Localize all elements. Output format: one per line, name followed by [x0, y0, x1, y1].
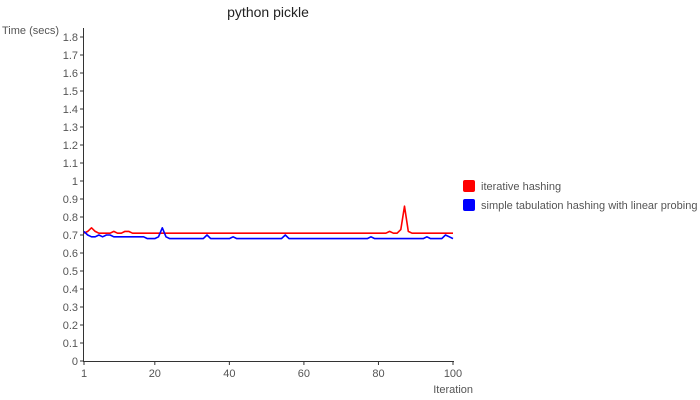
- legend-swatch-simple-tabulation-hashing: [463, 199, 475, 211]
- y-tick-label: 1.2: [63, 140, 78, 152]
- y-tick-label: 1: [72, 176, 78, 188]
- legend-item-iterative-hashing[interactable]: iterative hashing: [463, 180, 561, 193]
- x-tick-label: 40: [223, 368, 235, 380]
- series-line-0: [83, 205, 453, 234]
- y-tick-label: 0.6: [63, 248, 78, 260]
- x-tick-label: 60: [298, 368, 310, 380]
- y-tick-label: 0.9: [63, 194, 78, 206]
- legend-item-simple-tabulation-hashing[interactable]: simple tabulation hashing with linear pr…: [463, 199, 697, 212]
- legend: iterative hashing simple tabulation hash…: [463, 180, 697, 212]
- y-tick-label: 0.1: [63, 338, 78, 350]
- y-axis-title: Time (secs): [2, 25, 59, 37]
- series-lines: [83, 205, 454, 240]
- y-tick-label: 1.3: [63, 122, 78, 134]
- y-tick-label: 0: [72, 356, 78, 368]
- x-tick-label: 80: [372, 368, 384, 380]
- x-axis-title: Iteration: [433, 384, 473, 396]
- y-tick-label: 1.8: [63, 32, 78, 44]
- y-tick-label: 0.4: [63, 284, 78, 296]
- x-tick-label: 100: [444, 368, 462, 380]
- x-axis-ticks: 1 20 40 60 80 100: [81, 361, 462, 380]
- y-tick-label: 0.7: [63, 230, 78, 242]
- chart-title: python pickle: [227, 4, 309, 20]
- y-tick-label: 0.5: [63, 266, 78, 278]
- series-line-1: [83, 227, 454, 240]
- y-tick-label: 0.3: [63, 302, 78, 314]
- x-tick-label: 20: [149, 368, 161, 380]
- legend-label-iterative-hashing: iterative hashing: [481, 181, 561, 193]
- y-tick-label: 1.1: [63, 158, 78, 170]
- y-tick-label: 1.5: [63, 86, 78, 98]
- legend-label-simple-tabulation-hashing: simple tabulation hashing with linear pr…: [481, 200, 697, 212]
- y-tick-label: 0.8: [63, 212, 78, 224]
- legend-swatch-iterative-hashing: [463, 180, 475, 192]
- y-tick-label: 1.7: [63, 50, 78, 62]
- y-tick-label: 1.4: [63, 104, 78, 116]
- x-tick-label: 1: [81, 368, 87, 380]
- y-tick-label: 1.6: [63, 68, 78, 80]
- y-axis-ticks: 0 0.1 0.2 0.3 0.4 0.5 0.6 0.7 0.8 0.9 1 1.1 1.2 1.3 1.…: [63, 32, 84, 368]
- y-tick-label: 0.2: [63, 320, 78, 332]
